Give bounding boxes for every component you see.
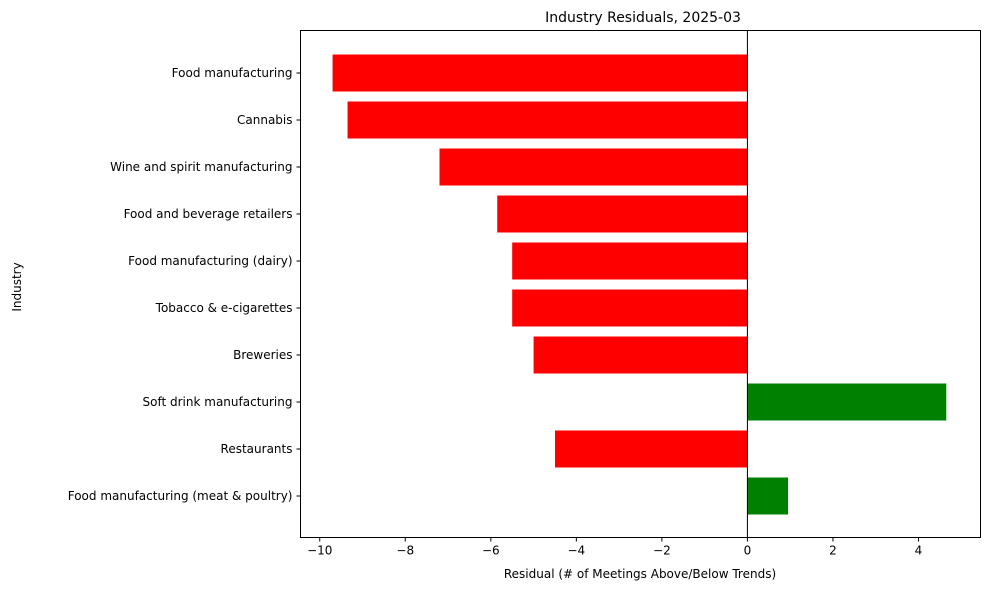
bar-0 xyxy=(332,54,748,92)
y-tick-label: Soft drink manufacturing xyxy=(143,395,293,409)
chart-title: Industry Residuals, 2025-03 xyxy=(545,10,741,26)
y-tick-label: Food manufacturing xyxy=(172,66,293,80)
x-tick-label: −10 xyxy=(307,544,332,558)
bar-8 xyxy=(554,430,748,468)
bar-7 xyxy=(747,383,947,421)
bar-3 xyxy=(497,195,748,233)
x-tick-label: −8 xyxy=(396,544,414,558)
x-axis-label: Residual (# of Meetings Above/Below Tren… xyxy=(504,567,776,581)
y-tick-label: Cannabis xyxy=(237,113,293,127)
bar-5 xyxy=(512,289,748,327)
y-tick-label: Restaurants xyxy=(221,442,293,456)
bar-4 xyxy=(512,242,748,280)
y-tick-label: Food manufacturing (dairy) xyxy=(128,254,292,268)
y-tick-label: Breweries xyxy=(233,348,292,362)
bar-9 xyxy=(747,477,789,515)
y-tick-label: Tobacco & e-cigarettes xyxy=(155,301,293,315)
bar-1 xyxy=(347,101,748,139)
y-axis-label: Industry xyxy=(10,262,24,311)
bar-6 xyxy=(533,336,748,374)
plot-frame xyxy=(300,30,981,538)
y-tick-label: Food and beverage retailers xyxy=(124,207,293,221)
y-tick-label: Wine and spirit manufacturing xyxy=(110,160,292,174)
x-tick-label: −6 xyxy=(482,544,500,558)
x-tick-label: −2 xyxy=(653,544,671,558)
y-tick-label: Food manufacturing (meat & poultry) xyxy=(68,489,293,503)
y-ticks-group: Food manufacturing Cannabis Wine and spiri… xyxy=(68,66,301,503)
x-tick-label: 4 xyxy=(915,544,923,558)
x-tick-label: 0 xyxy=(744,544,752,558)
x-tick-label: 2 xyxy=(829,544,837,558)
x-ticks-group: −10 −8 −6 −4 −2 0 2 4 xyxy=(307,537,923,558)
bar-2 xyxy=(439,148,748,186)
x-tick-label: −4 xyxy=(567,544,585,558)
bars-group xyxy=(332,54,947,515)
